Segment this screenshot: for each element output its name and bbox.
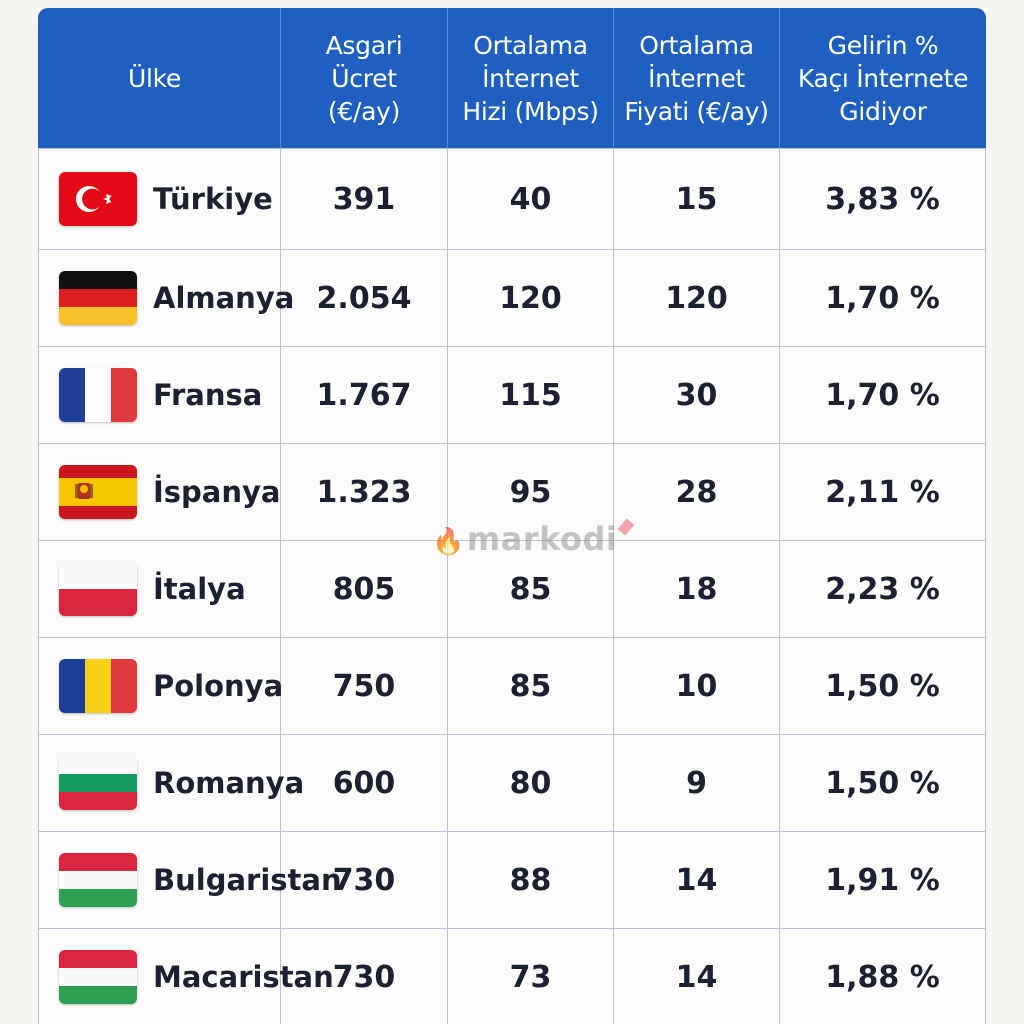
country-name: Türkiye bbox=[153, 182, 273, 216]
header-wage-line: Ücret bbox=[331, 63, 397, 93]
country-cell: Macaristan bbox=[38, 928, 334, 1024]
country-cell: Polonya bbox=[38, 637, 284, 734]
country-cell: Bulgaristan bbox=[38, 831, 342, 928]
country-name: Macaristan bbox=[153, 960, 334, 994]
table-row: Türkiye 391 40 15 3,83 % bbox=[38, 148, 986, 249]
header-share-line: Gidiyor bbox=[839, 96, 927, 126]
share-cell: 1,70 % bbox=[780, 249, 986, 346]
table-row: İtalya 805 85 18 2,23 % bbox=[38, 540, 986, 637]
price-cell: 120 bbox=[614, 249, 780, 346]
header-share-line: Gelirin % bbox=[827, 30, 939, 60]
wage-cell: 2.054 bbox=[281, 249, 448, 346]
price-cell: 30 bbox=[614, 346, 780, 443]
speed-cell: 85 bbox=[448, 540, 614, 637]
wage-cell: 730 bbox=[281, 928, 448, 1024]
price-cell: 18 bbox=[614, 540, 780, 637]
header-wage-line: Asgari bbox=[325, 30, 403, 60]
speed-cell: 85 bbox=[448, 637, 614, 734]
turkey-flag-icon bbox=[59, 172, 137, 226]
share-cell: 1,91 % bbox=[780, 831, 986, 928]
hungary-flag-icon bbox=[59, 950, 137, 1004]
share-cell: 3,83 % bbox=[780, 148, 986, 249]
speed-cell: 115 bbox=[448, 346, 614, 443]
wage-cell: 1.323 bbox=[281, 443, 448, 540]
header-row: Ülke Asgari Ücret (€/ay) Ortalama İntern… bbox=[38, 8, 986, 148]
france-flag-icon bbox=[59, 368, 137, 422]
speed-cell: 88 bbox=[448, 831, 614, 928]
share-cell: 2,23 % bbox=[780, 540, 986, 637]
country-cell: İspanya bbox=[38, 443, 281, 540]
country-cell: Almanya bbox=[38, 249, 294, 346]
red-white-green-flag-icon bbox=[59, 853, 137, 907]
wage-cell: 1.767 bbox=[281, 346, 448, 443]
speed-cell: 73 bbox=[448, 928, 614, 1024]
wage-cell: 750 bbox=[281, 637, 448, 734]
table-row: Bulgaristan 730 88 14 1,91 % bbox=[38, 831, 986, 928]
country-name: Romanya bbox=[153, 766, 305, 800]
speed-cell: 95 bbox=[448, 443, 614, 540]
header-share-line: Kaçı İnternete bbox=[797, 63, 969, 93]
wage-cell: 805 bbox=[281, 540, 448, 637]
spain-flag-icon bbox=[59, 465, 137, 519]
country-cell: Fransa bbox=[38, 346, 281, 443]
share-cell: 2,11 % bbox=[780, 443, 986, 540]
wage-cell: 730 bbox=[281, 831, 448, 928]
table-row: İspanya 1.323 95 28 2,11 % bbox=[38, 443, 986, 540]
header-speed-line: Ortalama bbox=[473, 30, 588, 60]
speed-cell: 80 bbox=[448, 734, 614, 831]
country-name: Fransa bbox=[153, 378, 263, 412]
table-row: Polonya 750 85 10 1,50 % bbox=[38, 637, 986, 734]
table-row: Romanya 600 80 9 1,50 % bbox=[38, 734, 986, 831]
header-wage: Asgari Ücret (€/ay) bbox=[281, 8, 448, 148]
price-cell: 9 bbox=[614, 734, 780, 831]
share-cell: 1,70 % bbox=[780, 346, 986, 443]
table-row: Almanya 2.054 120 120 1,70 % bbox=[38, 249, 986, 346]
price-cell: 10 bbox=[614, 637, 780, 734]
blue-yellow-red-flag-icon bbox=[59, 659, 137, 713]
header-share: Gelirin % Kaçı İnternete Gidiyor bbox=[780, 8, 986, 148]
header-price-line: Fiyati (€/ay) bbox=[624, 96, 769, 126]
comparison-table: Ülke Asgari Ücret (€/ay) Ortalama İntern… bbox=[38, 8, 986, 1024]
country-cell: İtalya bbox=[38, 540, 281, 637]
share-cell: 1,50 % bbox=[780, 734, 986, 831]
header-speed: Ortalama İnternet Hizi (Mbps) bbox=[448, 8, 614, 148]
country-name: Almanya bbox=[153, 281, 295, 315]
header-price-line: İnternet bbox=[648, 63, 745, 93]
header-price: Ortalama İnternet Fiyati (€/ay) bbox=[614, 8, 780, 148]
white-red-flag-icon bbox=[59, 562, 137, 616]
table-row: Fransa 1.767 115 30 1,70 % bbox=[38, 346, 986, 443]
share-cell: 1,88 % bbox=[780, 928, 986, 1024]
share-cell: 1,50 % bbox=[780, 637, 986, 734]
header-speed-line: İnternet bbox=[482, 63, 579, 93]
country-cell: Romanya bbox=[38, 734, 304, 831]
white-green-red-flag-icon bbox=[59, 756, 137, 810]
germany-flag-icon bbox=[59, 271, 137, 325]
header-country-line: Ülke bbox=[128, 63, 182, 93]
price-cell: 15 bbox=[614, 148, 780, 249]
speed-cell: 40 bbox=[448, 148, 614, 249]
table-row: Macaristan 730 73 14 1,88 % bbox=[38, 928, 986, 1024]
header-country: Ülke bbox=[38, 8, 281, 148]
wage-cell: 600 bbox=[281, 734, 448, 831]
wage-cell: 391 bbox=[281, 148, 448, 249]
header-price-line: Ortalama bbox=[639, 30, 754, 60]
header-wage-line: (€/ay) bbox=[327, 96, 401, 126]
country-name: Polonya bbox=[153, 669, 284, 703]
price-cell: 14 bbox=[614, 928, 780, 1024]
country-name: İtalya bbox=[153, 572, 246, 606]
country-cell: Türkiye bbox=[38, 148, 281, 249]
speed-cell: 120 bbox=[448, 249, 614, 346]
country-name: Bulgaristan bbox=[153, 863, 342, 897]
price-cell: 28 bbox=[614, 443, 780, 540]
country-name: İspanya bbox=[153, 475, 281, 509]
price-cell: 14 bbox=[614, 831, 780, 928]
header-speed-line: Hizi (Mbps) bbox=[462, 96, 599, 126]
